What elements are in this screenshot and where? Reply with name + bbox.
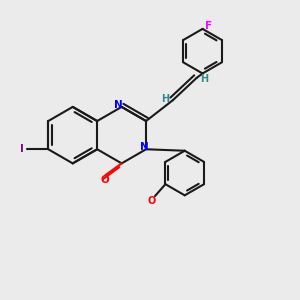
Text: H: H xyxy=(200,74,208,84)
Text: N: N xyxy=(140,142,149,152)
Text: H: H xyxy=(161,94,169,104)
Text: O: O xyxy=(148,196,156,206)
Text: O: O xyxy=(101,175,110,185)
Text: N: N xyxy=(114,100,123,110)
Text: I: I xyxy=(20,144,23,154)
Text: F: F xyxy=(205,21,212,31)
